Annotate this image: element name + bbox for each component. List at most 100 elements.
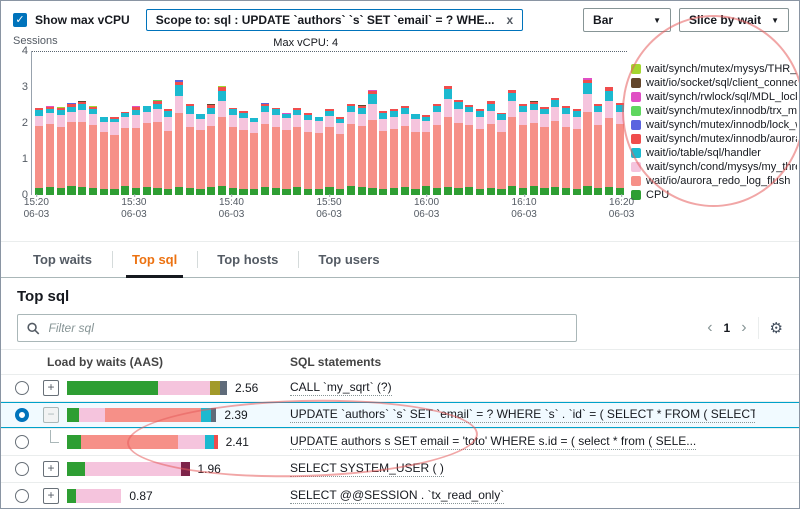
chart-bar[interactable]: [217, 86, 226, 195]
chart-bar[interactable]: [110, 116, 119, 195]
legend-item[interactable]: wait/io/socket/sql/client_connectio: [631, 77, 797, 89]
tab-bar: Top waits Top sql Top hosts Top users: [1, 241, 799, 278]
bar-segment: [508, 92, 517, 102]
row-radio[interactable]: [15, 462, 29, 476]
show-max-vcpu-checkbox[interactable]: ✓: [13, 13, 27, 27]
chart-bar[interactable]: [561, 106, 570, 195]
chart-bar[interactable]: [271, 107, 280, 195]
current-page-button[interactable]: 1: [723, 321, 731, 335]
chart-bar[interactable]: [508, 89, 517, 195]
row-radio[interactable]: [15, 489, 29, 503]
chart-bar[interactable]: [153, 100, 162, 195]
chart-bar[interactable]: [314, 116, 323, 195]
settings-gear-icon[interactable]: ⚙: [769, 319, 783, 337]
tab-top-users[interactable]: Top users: [298, 242, 399, 277]
chart-bar[interactable]: [551, 97, 560, 195]
scope-filter-chip[interactable]: Scope to: sql : UPDATE `authors` `s` SET…: [145, 9, 524, 31]
legend-item[interactable]: wait/synch/mutex/mysys/THR_LOCK::mu: [631, 63, 797, 75]
legend-item[interactable]: wait/synch/cond/mysys/my_thread_var: [631, 161, 797, 173]
tab-top-waits[interactable]: Top waits: [33, 252, 92, 267]
chart-bar[interactable]: [282, 112, 291, 195]
sql-statement-link[interactable]: SELECT SYSTEM_USER ( ): [290, 461, 444, 477]
chart-bar[interactable]: [325, 108, 334, 195]
chart-bar[interactable]: [368, 90, 377, 195]
chart-bar[interactable]: [486, 101, 495, 195]
chart-bar[interactable]: [411, 113, 420, 195]
sql-statement-link[interactable]: CALL `my_sqrt` (?): [290, 380, 392, 396]
chart-bar[interactable]: [303, 113, 312, 195]
chart-bar[interactable]: [196, 113, 205, 195]
legend-item[interactable]: wait/synch/rwlock/sql/MDL_lock::rwl: [631, 91, 797, 103]
chart-bar[interactable]: [475, 108, 484, 195]
sql-statement-link[interactable]: UPDATE authors s SET email = 'toto' WHER…: [290, 434, 697, 450]
tab-top-hosts[interactable]: Top hosts: [197, 242, 298, 277]
chart-bar[interactable]: [56, 107, 65, 195]
chart-bar[interactable]: [174, 79, 183, 195]
chart-bar[interactable]: [67, 103, 76, 195]
filter-sql-input[interactable]: [46, 320, 567, 336]
chart-bar[interactable]: [207, 104, 216, 195]
chart-bar[interactable]: [454, 100, 463, 195]
chart-type-dropdown[interactable]: Bar ▼: [583, 8, 672, 32]
chart-bar[interactable]: [518, 103, 527, 195]
legend-item[interactable]: wait/synch/mutex/innodb/lock_wait_m: [631, 119, 797, 131]
chart-bar[interactable]: [239, 110, 248, 195]
chart-bar[interactable]: [185, 103, 194, 195]
chart-bar[interactable]: [465, 105, 474, 195]
chart-bar[interactable]: [379, 111, 388, 195]
row-radio[interactable]: [15, 408, 29, 422]
chart-bar[interactable]: [572, 109, 581, 195]
chip-close-icon[interactable]: x: [506, 13, 514, 27]
expand-button[interactable]: +: [43, 380, 59, 396]
chart-bar[interactable]: [88, 106, 97, 195]
chart-bar[interactable]: [540, 106, 549, 195]
slice-by-dropdown[interactable]: Slice by wait ▼: [679, 8, 789, 32]
chart-bar[interactable]: [422, 114, 431, 195]
chart-bar[interactable]: [346, 103, 355, 195]
chart-bar[interactable]: [400, 106, 409, 195]
next-page-button[interactable]: ›: [741, 319, 747, 336]
chart-bar[interactable]: [389, 108, 398, 195]
collapse-button[interactable]: −: [43, 407, 59, 423]
sql-statement-link[interactable]: SELECT @@SESSION . `tx_read_only`: [290, 488, 505, 504]
chart-bar[interactable]: [443, 85, 452, 195]
row-radio[interactable]: [15, 435, 29, 449]
chart-bar[interactable]: [99, 117, 108, 195]
chart-bar[interactable]: [250, 117, 259, 195]
chart-bar[interactable]: [432, 103, 441, 195]
x-tick-label: 16:00 06-03: [414, 194, 439, 220]
chart-bar[interactable]: [594, 103, 603, 195]
row-radio[interactable]: [15, 381, 29, 395]
tab-top-sql[interactable]: Top sql: [111, 242, 197, 278]
expand-button[interactable]: +: [43, 488, 59, 504]
chart-bar[interactable]: [142, 106, 151, 195]
prev-page-button[interactable]: ‹: [707, 319, 713, 336]
chart-bar[interactable]: [615, 102, 624, 195]
legend-item[interactable]: wait/io/aurora_redo_log_flush: [631, 175, 797, 187]
chart-bar[interactable]: [131, 106, 140, 195]
chart-bar[interactable]: [497, 112, 506, 195]
chart-bar[interactable]: [121, 111, 130, 195]
chart-bar[interactable]: [228, 107, 237, 195]
chart-bar[interactable]: [604, 87, 613, 195]
chart-bar[interactable]: [583, 78, 592, 195]
chart-bar[interactable]: [357, 105, 366, 195]
bar-segment: [56, 107, 65, 108]
chart-bar[interactable]: [45, 106, 54, 195]
filter-sql-field[interactable]: [17, 314, 577, 342]
sql-statement-link[interactable]: UPDATE `authors` `s` SET `email` = ? WHE…: [290, 407, 755, 423]
x-tick-time: 16:20: [609, 197, 635, 208]
bar-segment: [293, 187, 302, 195]
chart-bar[interactable]: [293, 107, 302, 195]
expand-button[interactable]: +: [43, 461, 59, 477]
legend-item[interactable]: wait/synch/mutex/innodb/aurora_lock: [631, 133, 797, 145]
chart-bar[interactable]: [164, 109, 173, 195]
chart-bar[interactable]: [260, 102, 269, 195]
legend-item[interactable]: wait/synch/mutex/innodb/trx_mutex: [631, 105, 797, 117]
chart-bar[interactable]: [529, 101, 538, 195]
chart-bar[interactable]: [78, 101, 87, 195]
chart-bar[interactable]: [35, 107, 44, 195]
chart-bar[interactable]: [336, 116, 345, 195]
legend-item[interactable]: CPU: [631, 189, 797, 201]
legend-item[interactable]: wait/io/table/sql/handler: [631, 147, 797, 159]
